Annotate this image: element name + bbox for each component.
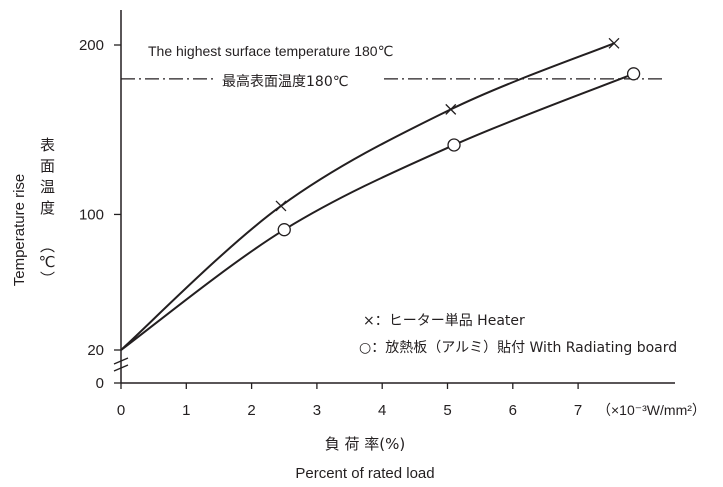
x-tick-label: 4 xyxy=(378,402,386,419)
axes xyxy=(113,10,675,384)
x-tick-label: 7 xyxy=(574,402,582,419)
x-axis-title-jp: 負 荷 率(%) xyxy=(325,435,406,453)
x-ticks: 0 1 2 3 4 5 6 7 xyxy=(117,383,582,419)
x-marker xyxy=(608,37,620,49)
reference-label-jp: 最高表面温度180℃ xyxy=(222,73,348,90)
x-tick-label: 3 xyxy=(313,402,321,419)
y-tick-label: 100 xyxy=(79,206,104,223)
y-axis-unit: （℃） xyxy=(38,238,56,286)
curves xyxy=(120,42,634,351)
y-tick-label: 0 xyxy=(96,375,104,392)
legend-radiating: ○：放熱板（アルミ）貼付 With Radiating board xyxy=(359,340,677,356)
y-axis-break xyxy=(113,357,129,372)
x-tick-label: 5 xyxy=(443,402,451,419)
y-axis-title-jp: 表面温度 xyxy=(38,137,56,221)
y-tick-label: 20 xyxy=(87,342,104,359)
x-unit-label: （×10⁻³W/mm²） xyxy=(597,402,706,418)
markers xyxy=(275,37,641,237)
y-axis-title-en: Temperature rise xyxy=(11,174,28,287)
series-1-curve xyxy=(120,42,615,351)
y-ticks: 0 20 100 200 xyxy=(79,37,121,392)
x-axis-title-en: Percent of rated load xyxy=(295,465,434,482)
x-tick-label: 1 xyxy=(182,402,190,419)
circle-marker xyxy=(626,67,641,81)
x-marker xyxy=(445,103,457,115)
reference-label-en: The highest surface temperature 180℃ xyxy=(148,43,393,59)
series-2-curve xyxy=(120,72,634,351)
y-tick-label: 200 xyxy=(79,37,104,54)
circle-marker xyxy=(277,223,291,237)
legend: ×：ヒーター単品 Heater ○：放熱板（アルミ）貼付 With Radiat… xyxy=(359,313,677,356)
reference-line-group: The highest surface temperature 180℃ 最高表… xyxy=(121,43,662,90)
legend-heater: ×：ヒーター単品 Heater xyxy=(363,313,525,329)
x-tick-label: 6 xyxy=(509,402,517,419)
x-tick-label: 0 xyxy=(117,402,125,419)
x-marker xyxy=(275,200,287,212)
circle-marker xyxy=(447,138,461,152)
x-tick-label: 2 xyxy=(247,402,255,419)
